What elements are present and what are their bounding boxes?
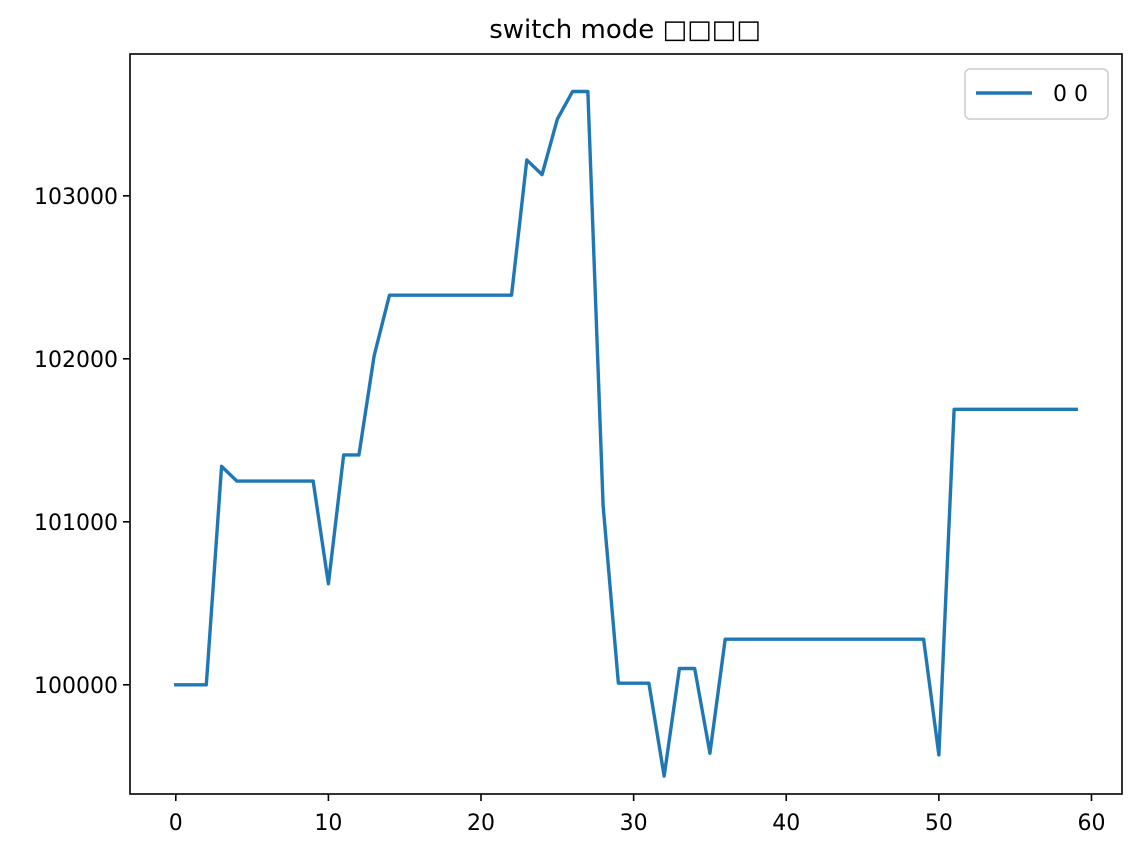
y-tick-label: 100000 — [34, 674, 118, 699]
x-tick-label: 60 — [1077, 811, 1105, 836]
series-layer — [174, 89, 1078, 778]
x-tick-label: 30 — [620, 811, 648, 836]
x-tick-label: 50 — [925, 811, 953, 836]
y-axis: 100000 101000 102000 103000 — [34, 185, 130, 699]
x-tick-label: 0 — [169, 811, 183, 836]
y-tick-label: 103000 — [34, 185, 118, 210]
x-tick-label: 40 — [772, 811, 800, 836]
series-line — [174, 89, 1078, 778]
x-tick-label: 20 — [467, 811, 495, 836]
y-tick-label: 102000 — [34, 348, 118, 373]
y-tick-label: 101000 — [34, 511, 118, 536]
chart-title: switch mode □□□□ — [489, 15, 761, 45]
plot-area — [129, 53, 1123, 795]
legend: 0 0 — [964, 68, 1109, 120]
x-axis: 0 10 20 30 40 50 60 — [169, 794, 1105, 836]
plot-frame — [129, 53, 1123, 795]
legend-label: 0 0 — [1053, 82, 1088, 107]
legend-box — [964, 68, 1109, 120]
x-tick-label: 10 — [314, 811, 342, 836]
